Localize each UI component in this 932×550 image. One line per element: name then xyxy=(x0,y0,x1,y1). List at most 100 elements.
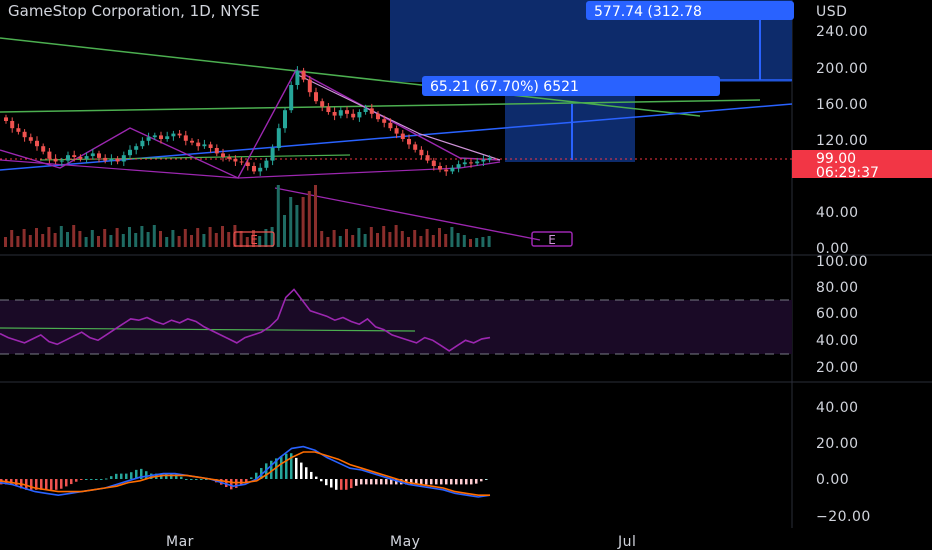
candle[interactable] xyxy=(53,158,58,162)
candle[interactable] xyxy=(326,106,331,112)
candle[interactable] xyxy=(289,85,294,111)
volume-trendline[interactable] xyxy=(274,187,541,241)
candle[interactable] xyxy=(97,153,101,158)
candle[interactable] xyxy=(444,169,449,172)
candle[interactable] xyxy=(301,70,306,80)
candle[interactable] xyxy=(400,133,405,139)
candle[interactable] xyxy=(425,155,430,161)
macd-histogram-bar xyxy=(310,471,313,479)
candle[interactable] xyxy=(283,110,287,129)
candle[interactable] xyxy=(407,139,411,145)
rsi-trendline[interactable] xyxy=(0,327,416,332)
candle[interactable] xyxy=(264,160,269,168)
candle[interactable] xyxy=(357,112,362,118)
candle[interactable] xyxy=(183,135,188,141)
candle[interactable] xyxy=(41,146,46,152)
candle[interactable] xyxy=(475,161,480,164)
candle[interactable] xyxy=(121,155,126,162)
candle[interactable] xyxy=(4,117,8,121)
candle[interactable] xyxy=(115,158,120,162)
candle[interactable] xyxy=(382,119,387,123)
candle[interactable] xyxy=(59,160,64,162)
macd-histogram-bar xyxy=(80,479,83,480)
candle[interactable] xyxy=(227,157,232,159)
macd-histogram-bar xyxy=(355,479,358,486)
candle[interactable] xyxy=(258,167,263,172)
earnings-marker[interactable]: E xyxy=(531,231,573,247)
candle[interactable] xyxy=(487,157,492,160)
candle[interactable] xyxy=(450,167,455,172)
candle[interactable] xyxy=(276,128,281,148)
candle[interactable] xyxy=(171,133,176,137)
candle[interactable] xyxy=(10,121,15,129)
candle[interactable] xyxy=(394,128,399,134)
candle[interactable] xyxy=(320,101,325,107)
price-tick: 0.00 xyxy=(816,241,849,257)
candle[interactable] xyxy=(295,70,300,85)
candle[interactable] xyxy=(351,113,356,118)
candle[interactable] xyxy=(245,162,250,166)
candle[interactable] xyxy=(66,155,70,161)
candle[interactable] xyxy=(338,110,343,116)
candle[interactable] xyxy=(109,158,114,161)
candle[interactable] xyxy=(252,166,256,172)
candle[interactable] xyxy=(438,166,442,170)
candle[interactable] xyxy=(363,108,368,112)
earnings-marker[interactable]: E xyxy=(233,231,275,247)
candle[interactable] xyxy=(47,151,52,159)
candle[interactable] xyxy=(72,155,77,157)
candle[interactable] xyxy=(208,144,213,148)
candle[interactable] xyxy=(128,149,132,156)
pattern-falling-line[interactable] xyxy=(295,73,501,161)
candlestick-series[interactable] xyxy=(4,66,492,176)
candle[interactable] xyxy=(456,164,461,168)
measure-label-box[interactable] xyxy=(422,76,720,96)
pattern-base[interactable] xyxy=(0,159,501,179)
candle[interactable] xyxy=(28,137,33,141)
candle[interactable] xyxy=(469,162,473,164)
candle[interactable] xyxy=(233,158,238,162)
candle[interactable] xyxy=(221,153,225,157)
green-trendline-mid[interactable] xyxy=(0,99,761,113)
candle[interactable] xyxy=(16,128,21,132)
candle[interactable] xyxy=(413,144,418,150)
signal-line[interactable] xyxy=(0,451,490,497)
candle[interactable] xyxy=(190,140,194,143)
candle[interactable] xyxy=(103,157,108,161)
candle[interactable] xyxy=(78,157,83,159)
macd-histogram-bar xyxy=(245,479,248,483)
macd-line[interactable] xyxy=(0,445,491,498)
candle[interactable] xyxy=(22,131,27,138)
candle[interactable] xyxy=(196,142,201,147)
candle[interactable] xyxy=(159,135,163,139)
candle[interactable] xyxy=(345,110,349,114)
candle[interactable] xyxy=(431,160,436,166)
candle[interactable] xyxy=(419,149,424,156)
candle[interactable] xyxy=(481,159,486,162)
candle[interactable] xyxy=(134,146,139,150)
candle[interactable] xyxy=(165,136,170,139)
candle[interactable] xyxy=(376,113,380,120)
rsi-line[interactable] xyxy=(0,288,491,352)
candle[interactable] xyxy=(202,144,207,147)
candle[interactable] xyxy=(214,148,219,154)
candle[interactable] xyxy=(239,161,244,163)
volume-series[interactable] xyxy=(4,185,491,247)
candle[interactable] xyxy=(332,112,337,116)
candle[interactable] xyxy=(152,135,157,138)
candle[interactable] xyxy=(90,153,95,157)
candle[interactable] xyxy=(369,108,374,114)
candle[interactable] xyxy=(84,156,89,159)
candle[interactable] xyxy=(462,162,467,165)
target-label-box[interactable] xyxy=(586,1,794,20)
macd-histogram-bar xyxy=(435,479,438,485)
candle[interactable] xyxy=(177,133,182,136)
candle[interactable] xyxy=(140,140,145,147)
candle[interactable] xyxy=(388,122,393,129)
candle[interactable] xyxy=(270,148,275,161)
candle[interactable] xyxy=(146,137,151,141)
candle[interactable] xyxy=(314,92,318,102)
candle[interactable] xyxy=(35,140,39,147)
candle[interactable] xyxy=(307,79,312,93)
